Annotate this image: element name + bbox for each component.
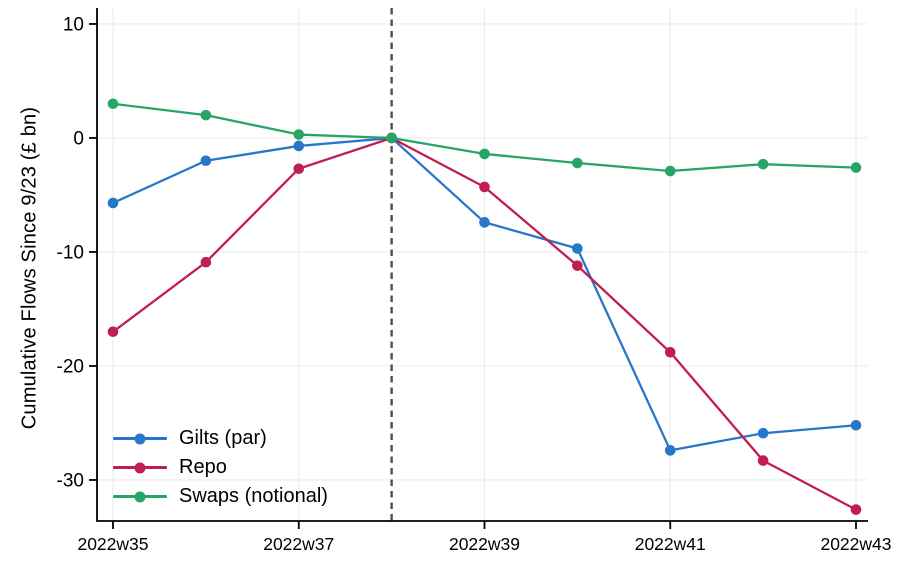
data-point [850, 419, 862, 431]
data-point [850, 504, 862, 515]
data-point [572, 157, 583, 169]
x-tick-label: 2022w39 [449, 534, 520, 554]
data-point [107, 98, 119, 110]
legend-label-repo: Repo [179, 456, 227, 478]
legend-line-marker-gilts [113, 433, 167, 444]
legend-dot-icon [134, 491, 146, 502]
data-point [479, 217, 490, 228]
x-tick-label: 2022w37 [263, 534, 334, 554]
data-point [107, 197, 119, 209]
legend-item-swaps: Swaps (notional) [113, 482, 328, 511]
data-point [386, 132, 397, 144]
data-point [757, 427, 769, 439]
legend-line-marker-repo [113, 462, 167, 473]
data-point [664, 346, 676, 358]
data-point [200, 155, 212, 167]
x-tick-label: 2022w41 [635, 534, 706, 554]
data-point [572, 243, 583, 254]
data-point [479, 181, 490, 193]
x-tick-label: 2022w43 [820, 534, 891, 554]
y-tick-label: 0 [73, 128, 84, 149]
legend-line-marker-swaps [113, 491, 167, 502]
y-tick-label: -10 [57, 242, 84, 263]
y-tick-label: -30 [57, 470, 84, 491]
data-point [664, 165, 676, 177]
legend-item-repo: Repo [113, 453, 328, 482]
data-point [200, 256, 212, 268]
data-point [107, 326, 119, 338]
data-point [293, 140, 305, 152]
data-point [200, 109, 212, 121]
axis-lines [96, 8, 868, 522]
data-point [664, 445, 676, 456]
data-point [850, 162, 862, 173]
y-axis-title: Cumulative Flows Since 9/23 (£ bn) [18, 106, 41, 430]
y-tick-label: 10 [63, 14, 84, 35]
data-point [757, 158, 769, 170]
data-point [293, 163, 305, 175]
data-point [757, 455, 769, 466]
legend: Gilts (par) Repo Swaps (notional) [113, 424, 328, 511]
x-tick-label: 2022w35 [77, 534, 148, 554]
legend-dot-icon [134, 433, 146, 444]
data-point [572, 260, 583, 271]
legend-item-gilts: Gilts (par) [113, 424, 328, 453]
data-point [479, 148, 490, 160]
legend-dot-icon [134, 462, 146, 473]
legend-label-gilts: Gilts (par) [179, 427, 267, 449]
y-tick-label: -20 [57, 356, 84, 377]
legend-label-swaps: Swaps (notional) [179, 485, 328, 507]
data-point [293, 129, 305, 140]
